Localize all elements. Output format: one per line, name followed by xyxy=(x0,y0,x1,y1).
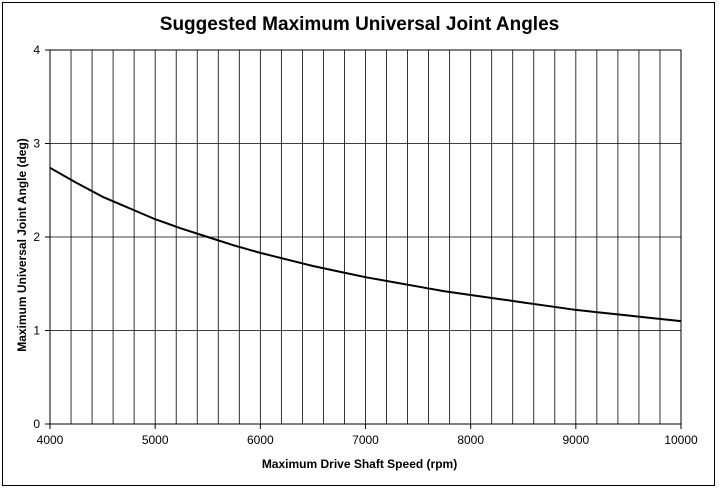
x-axis-label: Maximum Drive Shaft Speed (rpm) xyxy=(261,457,458,471)
y-tick-label: 0 xyxy=(33,417,40,431)
x-tick-label: 9000 xyxy=(562,433,589,447)
x-tick-label: 10000 xyxy=(664,433,698,447)
x-tick-label: 8000 xyxy=(457,433,484,447)
y-tick-label: 4 xyxy=(33,43,40,57)
x-tick-label: 6000 xyxy=(247,433,274,447)
x-tick-label: 7000 xyxy=(352,433,379,447)
y-tick-label: 3 xyxy=(33,137,40,151)
series-line xyxy=(49,166,682,323)
chart-title: Suggested Maximum Universal Joint Angles xyxy=(159,14,560,35)
y-tick-label: 2 xyxy=(33,230,40,244)
x-tick-label: 4000 xyxy=(37,433,64,447)
x-tick-label: 5000 xyxy=(142,433,169,447)
y-tick-label: 1 xyxy=(33,324,40,338)
chart-frame xyxy=(2,2,715,486)
